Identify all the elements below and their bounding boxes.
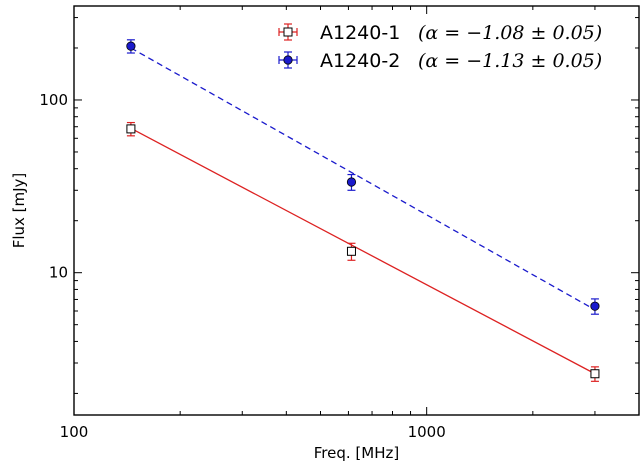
data-point-a1240-1 <box>126 124 136 134</box>
x-axis-label: Freq. [MHz] <box>314 444 399 462</box>
fit-line-a1240-2 <box>130 47 596 311</box>
y-tick-label: 100 <box>39 91 68 109</box>
y-tick-label: 10 <box>49 264 68 282</box>
legend-marker-a1240-1 <box>283 27 293 37</box>
legend-label-a1240-2: A1240-2 <box>320 50 400 72</box>
data-point-a1240-2 <box>346 177 357 187</box>
ticks-layer: 100 1000 10 100 <box>39 6 640 441</box>
legend-label-a1240-1: A1240-1 <box>320 22 400 44</box>
y-axis-label: Flux [mJy] <box>10 173 28 249</box>
x-tick-label: 1000 <box>408 423 446 441</box>
fit-line-a1240-1 <box>130 127 596 375</box>
data-point-a1240-2 <box>590 301 600 311</box>
legend-alpha-a1240-2: (α = −1.13 ± 0.05) <box>418 50 602 72</box>
x-tick-label: 100 <box>60 423 89 441</box>
plot-frame <box>73 5 640 416</box>
data-point-a1240-1 <box>346 246 356 256</box>
legend-alpha-a1240-1: (α = −1.08 ± 0.05) <box>418 22 602 44</box>
data-point-a1240-2 <box>126 41 136 51</box>
legend: A1240-1 (α = −1.08 ± 0.05) A1240-2 (α = −1.… <box>278 22 602 72</box>
legend-marker-a1240-2 <box>283 55 293 65</box>
data-point-a1240-1 <box>590 369 600 379</box>
plot-layer <box>126 39 600 382</box>
